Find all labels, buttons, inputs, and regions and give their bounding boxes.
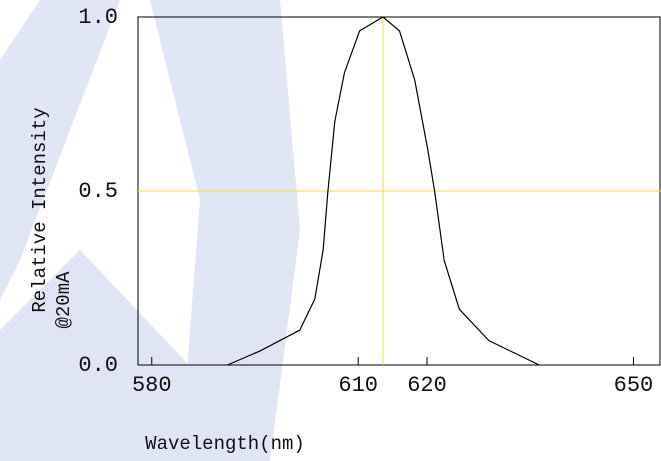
x-tick-label: 650: [614, 373, 654, 398]
y-tick-label: 0.5: [78, 179, 118, 204]
y-tick-label: 0.0: [78, 353, 118, 378]
x-tick-label: 620: [407, 373, 447, 398]
spectrum-line: [227, 16, 540, 366]
y-label: Relative Intensity: [29, 107, 51, 312]
y-tick-label: 1.0: [78, 5, 118, 30]
watermark: [0, 0, 300, 461]
x-label: Wavelength(nm): [145, 433, 305, 455]
y-label: @20mA: [53, 271, 75, 329]
x-tick-label: 580: [132, 373, 172, 398]
x-tick-label: 610: [338, 373, 378, 398]
